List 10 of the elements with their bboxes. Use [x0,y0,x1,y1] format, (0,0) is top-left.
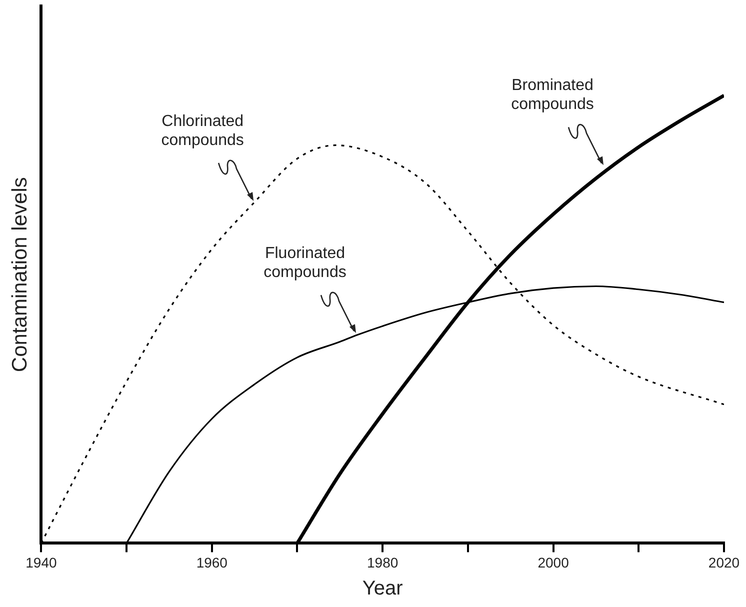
annotation: Fluorinated compounds [264,245,346,282]
annotation: Chlorinated compounds [161,112,244,149]
x-tick-label: 1960 [196,554,228,570]
x-tick-label: 1980 [367,554,398,570]
x-tick-label: 1940 [26,554,57,570]
x-tick-label: 2000 [538,554,570,570]
annotation: Brominated compounds [511,77,594,114]
x-tick-label: 2020 [708,554,740,570]
x-axis-title: Year [362,578,404,600]
y-axis-title: Contamination levels [8,177,32,372]
